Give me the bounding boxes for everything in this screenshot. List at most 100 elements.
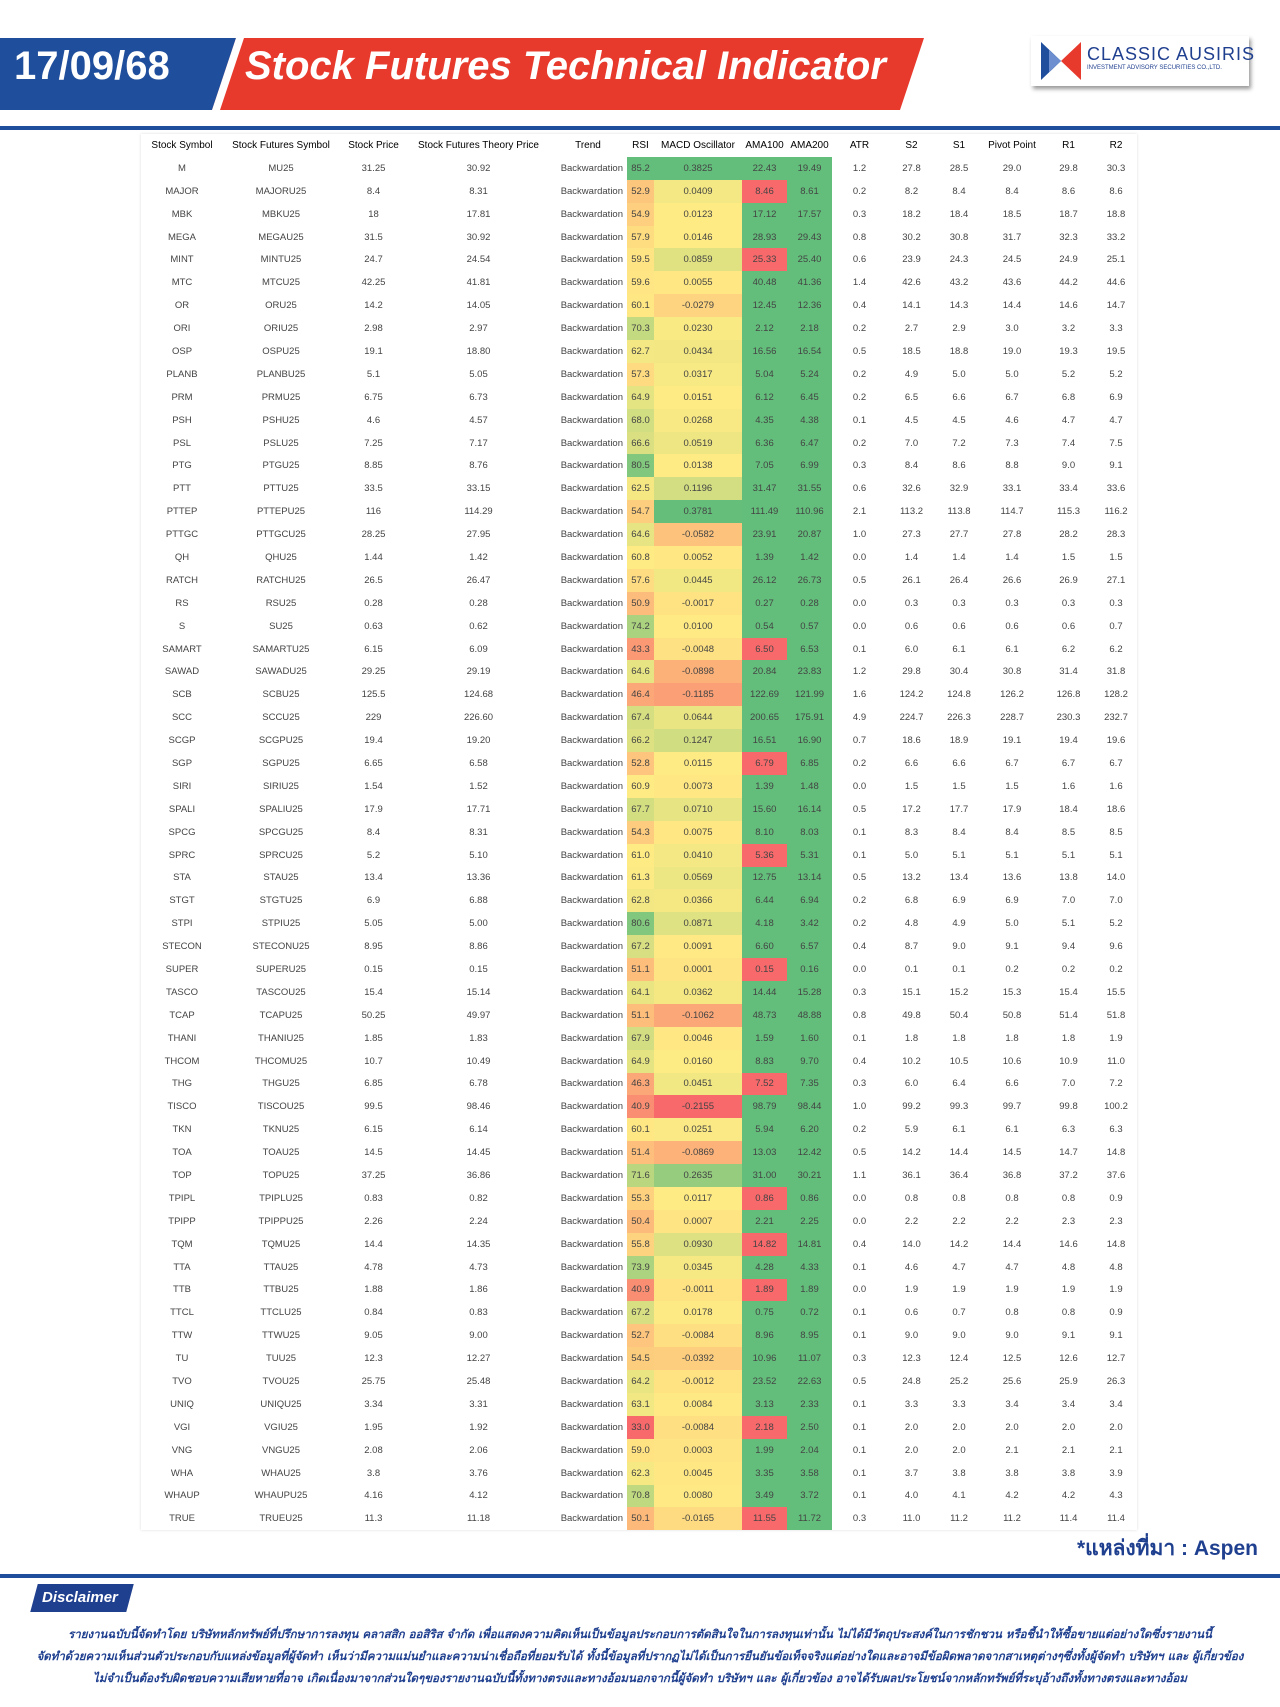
cell: PLANBU25 [256,368,306,380]
column-header: AMA100 [745,139,784,151]
cell: 5.1 [1061,918,1076,930]
table-row: OSP OSPU25 19.1 18.80 Backwardation 62.7 0.043… [141,340,1137,363]
cell: 0.0 [852,780,867,792]
cell: 13.03 [742,1141,787,1165]
table-row: VGI VGIU25 1.95 1.92 Backwardation 33.0 -0.008… [141,1415,1137,1439]
cell: 61.0 [627,843,654,867]
cell: 9.1 [1109,460,1123,472]
cell: 4.6 [366,414,381,426]
cell: 64.6 [627,660,654,684]
table-row: TTA TTAU25 4.78 4.73 Backwardation 73.9 0.0345… [141,1255,1137,1279]
cell: 18.80 [466,345,491,357]
cell: 0.1 [904,964,919,975]
cell: Backwardation [560,1124,623,1136]
cell: MBK [171,208,193,220]
cell: 1.8 [952,1032,966,1044]
cell: 6.20 [787,1118,832,1142]
cell: SGP [171,757,193,769]
cell: 9.0 [1005,1330,1019,1342]
cell: 230.3 [1056,712,1081,724]
cell: 31.00 [742,1164,787,1187]
cell: 5.1 [1109,849,1123,861]
cell: 0.5 [852,803,867,815]
cell: 18.4 [1059,803,1078,815]
cell: 1.8 [904,1032,919,1044]
cell: 6.7 [1109,757,1123,769]
cell: 0.0710 [654,797,742,821]
cell: 0.1 [852,643,867,655]
table-row: TCAP TCAPU25 50.25 49.97 Backwardation 51.1 -0… [141,1003,1137,1027]
cell: 18.7 [1059,208,1078,220]
table-row: SCB SCBU25 125.5 124.68 Backwardation 46.4 -0.… [141,683,1137,707]
cell: 5.1 [1061,849,1076,861]
cell: 0.1 [852,414,867,426]
cell: STECON [162,941,202,953]
cell: 6.3 [1109,1124,1123,1136]
cell: 0.0345 [654,1255,742,1279]
cell: 11.3 [364,1513,383,1525]
table-row: TRUE TRUEU25 11.3 11.18 Backwardation 50.1 -0.… [141,1507,1137,1531]
cell: 5.10 [469,849,488,861]
table-row: TTCL TTCLU25 0.84 0.83 Backwardation 67.2 0.01… [141,1301,1137,1325]
cell: 0.2635 [654,1164,742,1187]
cell: 128.2 [1104,689,1128,701]
cell: MINTU25 [260,254,302,266]
cell: 1.60 [787,1026,832,1050]
cell: 2.1 [1109,1444,1123,1456]
column-header: ATR [849,139,870,151]
cell: 0.9 [1109,1307,1123,1319]
cell: 26.3 [1106,1376,1126,1388]
cell: 226.60 [463,712,494,724]
cell: 1.8 [1061,1032,1076,1044]
cell: SCBU25 [262,689,300,701]
table-row: MAJOR MAJORU25 8.4 8.31 Backwardation 52.9 0.0… [141,179,1137,203]
cell: 51.1 [627,1003,654,1027]
cell: 18.2 [902,208,921,220]
cell: 67.4 [627,706,654,730]
indicator-table: Stock Symbol Stock Futures Symbol Stock Pr… [141,134,1137,1531]
cell: Backwardation [560,529,623,541]
cell: SIRI [172,780,192,792]
cell: 60.1 [627,1118,654,1142]
cell: 14.35 [466,1238,491,1250]
cell: 0.0410 [654,843,742,867]
header-row: Stock Symbol Stock Futures Symbol Stock Pr… [141,134,1137,157]
cell: -0.1185 [654,683,742,707]
cell: 42.6 [902,277,921,289]
cell: 50.8 [1002,1009,1022,1021]
cell: 0.6 [852,483,867,495]
cell: 4.9 [952,918,966,930]
cell: 30.2 [902,231,921,243]
cell: 8.83 [742,1049,787,1073]
cell: 8.4 [952,826,966,838]
cell: 0.0 [852,597,867,609]
cell: 0.2 [852,368,867,380]
cell: 71.6 [627,1164,654,1187]
cell: 30.8 [1002,666,1022,678]
cell: 3.8 [952,1467,966,1479]
cell: 52.9 [627,179,654,203]
cell: 6.50 [742,637,787,661]
cell: 126.2 [1000,689,1024,701]
cell: PTTEPU25 [256,506,306,518]
cell: 0.5 [852,345,867,357]
cell: 8.96 [742,1324,787,1348]
cell: UNIQ [170,1398,194,1410]
cell: Backwardation [560,1330,623,1342]
cell: 9.1 [1005,941,1019,953]
cell: 8.46 [742,179,787,203]
cell: Backwardation [560,1147,623,1159]
cell: 8.95 [364,941,383,953]
column-header: Stock Futures Theory Price [418,139,539,151]
cell: 5.05 [364,918,383,930]
cell: 14.4 [1002,300,1022,312]
cell: 0.0409 [654,179,742,203]
cell: 0.9 [1109,1192,1123,1204]
cell: 11.72 [787,1507,832,1531]
cell: 8.85 [364,460,383,472]
cell: 14.4 [364,1238,383,1250]
cell: TTCLU25 [260,1307,302,1319]
cell: 0.62 [469,620,488,632]
cell: 0.15 [469,964,488,975]
cell: 9.05 [364,1330,383,1342]
